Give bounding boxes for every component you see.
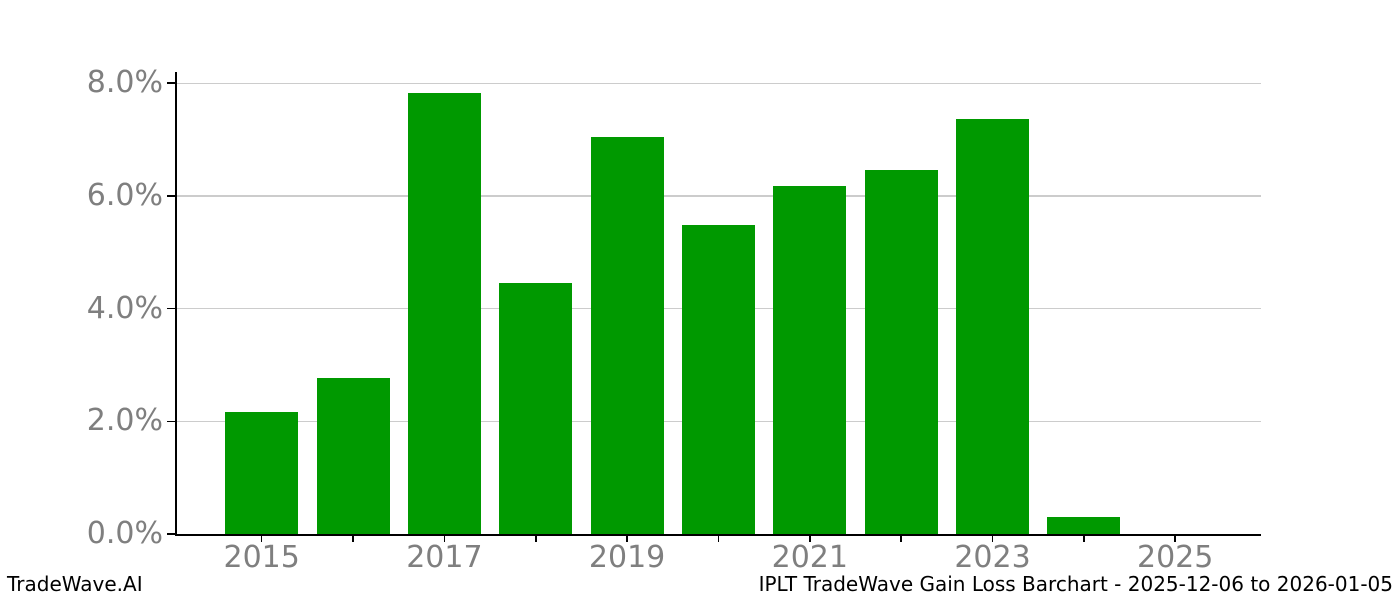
bar-2018 (499, 283, 573, 534)
x-tick-mark-2015 (260, 534, 263, 542)
bar-2021 (773, 185, 847, 534)
x-tick-mark-2023 (991, 534, 994, 542)
gridline-6.0% (175, 195, 1261, 197)
y-axis-line (175, 72, 177, 536)
x-tick-mark-2021 (809, 534, 811, 542)
y-tick-label-4.0%: 4.0% (86, 290, 163, 326)
x-tick-label-2015: 2015 (223, 540, 300, 575)
gridline-8.0% (175, 82, 1261, 84)
x-tick-label-2017: 2017 (406, 540, 483, 575)
bar-2017 (407, 92, 481, 534)
x-tick-mark-2019 (626, 534, 628, 542)
x-tick-mark-2024 (1083, 534, 1085, 542)
y-tick-mark (167, 533, 175, 535)
brand-text: TradeWave.AI (7, 572, 143, 596)
x-tick-label-2025: 2025 (1137, 540, 1214, 575)
x-tick-mark-2020 (717, 534, 720, 542)
y-tick-label-0.0%: 0.0% (86, 516, 163, 551)
bar-2020 (681, 225, 755, 534)
x-tick-mark-2022 (900, 534, 902, 542)
x-tick-mark-2025 (1174, 534, 1176, 542)
x-tick-mark-2017 (443, 534, 446, 542)
y-tick-mark (167, 420, 175, 423)
bar-2016 (316, 377, 390, 534)
y-tick-mark (167, 307, 175, 310)
y-tick-label-8.0%: 8.0% (86, 65, 163, 101)
y-tick-mark (167, 82, 175, 85)
bar-2022 (864, 170, 938, 534)
bar-2015 (225, 412, 299, 534)
x-tick-label-2019: 2019 (588, 540, 666, 575)
x-tick-mark-2018 (534, 534, 537, 542)
y-tick-label-2.0%: 2.0% (86, 403, 163, 439)
bar-2024 (1047, 517, 1121, 534)
x-tick-mark-2016 (352, 534, 354, 542)
bar-2023 (956, 118, 1029, 534)
y-tick-label-6.0%: 6.0% (86, 177, 163, 213)
x-tick-label-2021: 2021 (771, 540, 848, 575)
bar-2019 (590, 137, 664, 534)
y-tick-mark (167, 195, 175, 197)
x-tick-label-2023: 2023 (954, 540, 1031, 575)
chart-caption: IPLT TradeWave Gain Loss Barchart - 2025… (758, 572, 1393, 596)
